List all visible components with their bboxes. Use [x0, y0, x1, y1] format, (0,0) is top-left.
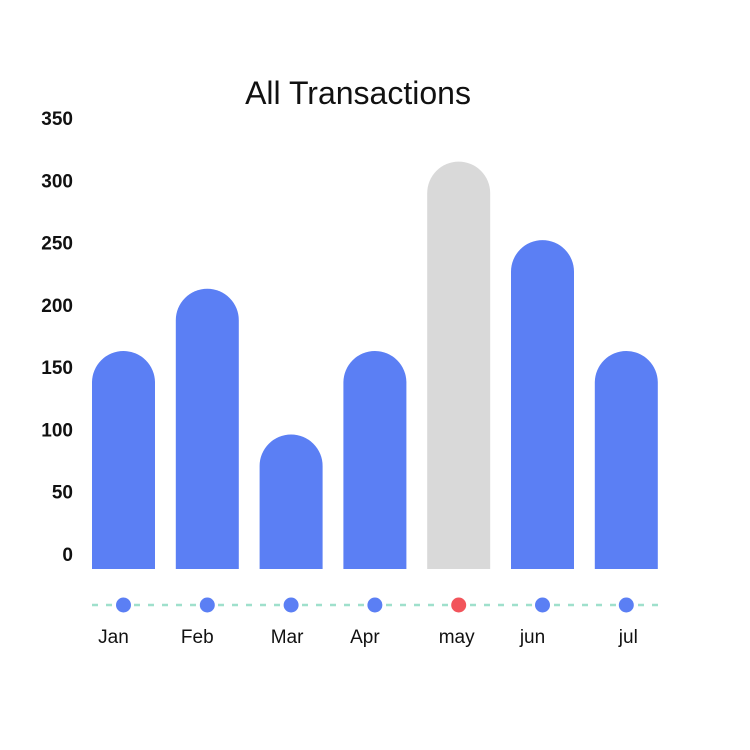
y-axis-ticks: 350 300 250 200 150 100 50 0 [41, 109, 73, 566]
timeline-dot-jun [535, 597, 550, 613]
y-tick-label: 200 [41, 296, 73, 317]
y-tick-label: 300 [41, 171, 73, 192]
timeline-dot-may [451, 597, 467, 613]
x-tick-label: may [439, 627, 475, 648]
y-tick-label: 100 [41, 420, 73, 441]
bar-mar [259, 434, 323, 569]
x-tick-label: jul [618, 627, 638, 648]
timeline-dot-feb [199, 597, 215, 613]
x-tick-label: Apr [350, 627, 380, 648]
y-tick-label: 150 [41, 358, 73, 379]
y-tick-label: 50 [52, 483, 73, 504]
bar-may [427, 161, 491, 569]
bar-jun [511, 240, 574, 569]
bar-jul [594, 351, 658, 569]
y-tick-label: 250 [41, 234, 73, 255]
y-tick-label: 350 [41, 109, 73, 130]
x-axis-ticks: Jan Feb Mar Apr may jun jul [98, 627, 638, 648]
bar-jan [92, 351, 155, 569]
timeline-markers [116, 597, 634, 613]
bar-feb [175, 288, 239, 569]
x-tick-label: Feb [181, 627, 214, 648]
y-tick-label: 0 [62, 545, 73, 566]
timeline-dot-jul [618, 597, 634, 613]
chart-title: All Transactions [245, 75, 471, 111]
bar-apr [343, 351, 407, 569]
timeline-dot-jan [116, 597, 131, 613]
bars [92, 161, 658, 569]
x-tick-label: jun [519, 627, 545, 648]
timeline-dot-mar [283, 597, 299, 613]
x-tick-label: Mar [271, 627, 304, 648]
x-tick-label: Jan [98, 627, 129, 648]
timeline-dot-apr [367, 597, 383, 613]
